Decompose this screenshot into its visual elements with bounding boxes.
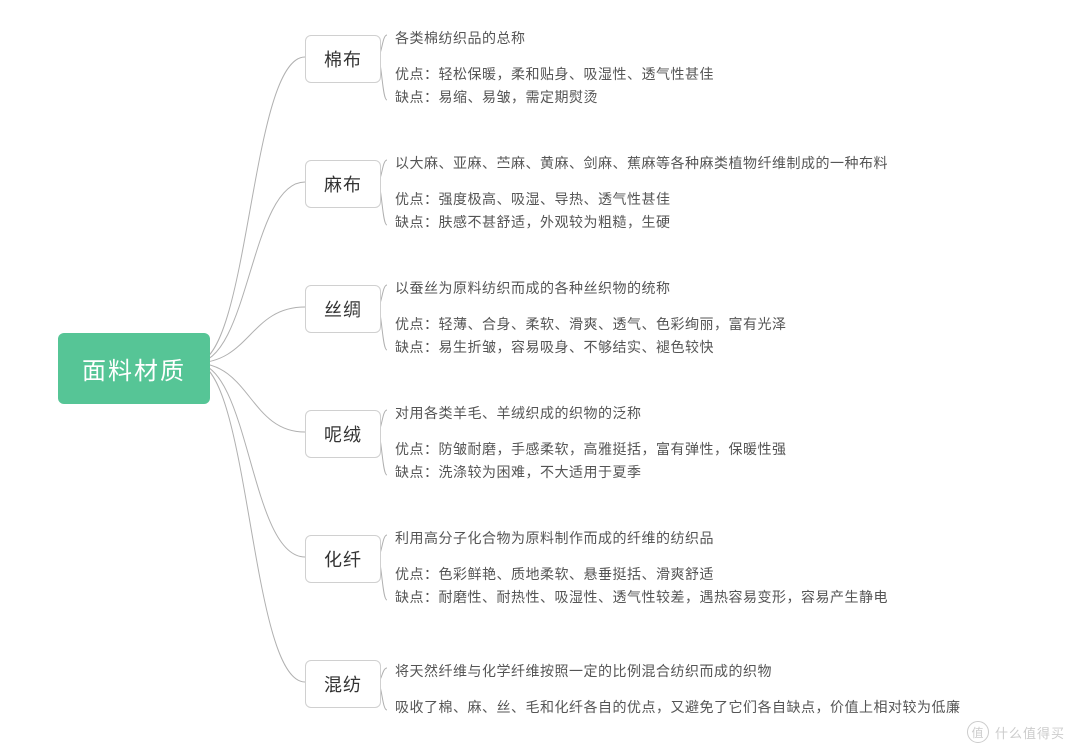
root-node: 面料材质: [58, 333, 210, 404]
child-label: 呢绒: [324, 425, 362, 445]
child-label: 化纤: [324, 550, 362, 570]
leaf-group: 利用高分子化合物为原料制作而成的纤维的纺织品优点：色彩鲜艳、质地柔软、悬垂挺括、…: [395, 527, 888, 608]
leaf-text: 优点：强度极高、吸湿、导热、透气性甚佳: [395, 188, 888, 210]
leaf-group: 各类棉纺织品的总称优点：轻松保暖，柔和贴身、吸湿性、透气性甚佳缺点：易缩、易皱，…: [395, 27, 714, 108]
leaf-text: 利用高分子化合物为原料制作而成的纤维的纺织品: [395, 527, 888, 549]
watermark-text: 什么值得买: [995, 723, 1065, 742]
root-label: 面料材质: [82, 358, 186, 385]
leaf-text: 以大麻、亚麻、苎麻、黄麻、剑麻、蕉麻等各种麻类植物纤维制成的一种布料: [395, 152, 888, 174]
child-label: 棉布: [324, 50, 362, 70]
leaf-text: 缺点：耐磨性、耐热性、吸湿性、透气性较差，遇热容易变形，容易产生静电: [395, 586, 888, 608]
watermark-icon: 值: [967, 721, 989, 743]
leaf-text: 缺点：易缩、易皱，需定期熨烫: [395, 86, 714, 108]
child-node: 麻布: [305, 160, 381, 208]
child-label: 麻布: [324, 175, 362, 195]
leaf-text: 缺点：肤感不甚舒适，外观较为粗糙，生硬: [395, 211, 888, 233]
leaf-text: 对用各类羊毛、羊绒织成的织物的泛称: [395, 402, 787, 424]
leaf-text: 各类棉纺织品的总称: [395, 27, 714, 49]
leaf-group: 将天然纤维与化学纤维按照一定的比例混合纺织而成的织物吸收了棉、麻、丝、毛和化纤各…: [395, 660, 961, 719]
child-label: 混纺: [324, 675, 362, 695]
leaf-text: 优点：防皱耐磨，手感柔软，高雅挺括，富有弹性，保暖性强: [395, 438, 787, 460]
child-node: 丝绸: [305, 285, 381, 333]
leaf-text: 优点：轻薄、合身、柔软、滑爽、透气、色彩绚丽，富有光泽: [395, 313, 787, 335]
child-label: 丝绸: [324, 300, 362, 320]
leaf-text: 以蚕丝为原料纺织而成的各种丝织物的统称: [395, 277, 787, 299]
leaf-text: 缺点：易生折皱，容易吸身、不够结实、褪色较快: [395, 336, 787, 358]
leaf-text: 优点：色彩鲜艳、质地柔软、悬垂挺括、滑爽舒适: [395, 563, 888, 585]
leaf-text: 缺点：洗涤较为困难，不大适用于夏季: [395, 461, 787, 483]
leaf-group: 以蚕丝为原料纺织而成的各种丝织物的统称优点：轻薄、合身、柔软、滑爽、透气、色彩绚…: [395, 277, 787, 358]
leaf-text: 吸收了棉、麻、丝、毛和化纤各自的优点，又避免了它们各自缺点，价值上相对较为低廉: [395, 696, 961, 718]
leaf-text: 将天然纤维与化学纤维按照一定的比例混合纺织而成的织物: [395, 660, 961, 682]
child-node: 呢绒: [305, 410, 381, 458]
leaf-group: 以大麻、亚麻、苎麻、黄麻、剑麻、蕉麻等各种麻类植物纤维制成的一种布料优点：强度极…: [395, 152, 888, 233]
child-node: 化纤: [305, 535, 381, 583]
watermark: 值 什么值得买: [967, 721, 1065, 743]
leaf-text: 优点：轻松保暖，柔和贴身、吸湿性、透气性甚佳: [395, 63, 714, 85]
leaf-group: 对用各类羊毛、羊绒织成的织物的泛称优点：防皱耐磨，手感柔软，高雅挺括，富有弹性，…: [395, 402, 787, 483]
child-node: 混纺: [305, 660, 381, 708]
child-node: 棉布: [305, 35, 381, 83]
